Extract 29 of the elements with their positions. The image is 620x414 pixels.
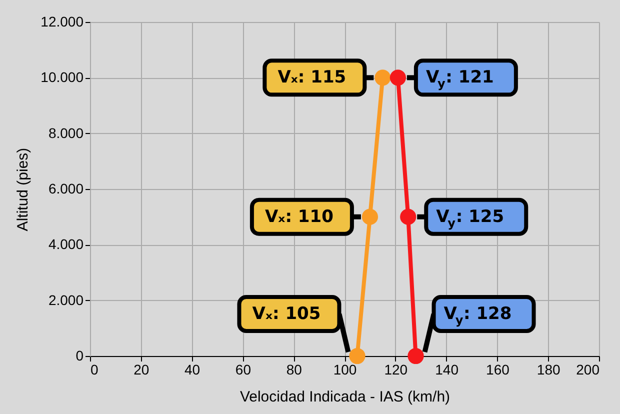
x-tick-label: 40 bbox=[184, 362, 200, 378]
y-tick-label: 0 bbox=[76, 348, 84, 364]
annotation: Vₓ: 115 bbox=[278, 68, 346, 88]
annotation: Vₓ: 105 bbox=[252, 304, 321, 324]
point bbox=[362, 208, 378, 225]
point bbox=[400, 208, 416, 225]
y-tick-label: 4.000 bbox=[48, 236, 84, 252]
x-tick-label: 140 bbox=[435, 362, 459, 378]
point bbox=[390, 70, 406, 86]
y-tick-label: 8.000 bbox=[48, 124, 84, 141]
x-tick-label: 0 bbox=[90, 362, 98, 378]
x-tick-label: 120 bbox=[384, 362, 408, 378]
x-tick-label: 180 bbox=[536, 362, 560, 378]
x-axis-title: Velocidad Indicada - IAS (km/h) bbox=[240, 388, 450, 406]
y-tick-label: 10.000 bbox=[40, 69, 84, 86]
x-tick-label: 200 bbox=[576, 362, 600, 378]
x-tick-label: 80 bbox=[286, 362, 302, 378]
x-tick-label: 20 bbox=[134, 362, 150, 378]
point bbox=[374, 70, 391, 86]
x-tick-label: 160 bbox=[486, 362, 510, 378]
annotation: Vₓ: 110 bbox=[265, 206, 334, 227]
x-tick-label: 60 bbox=[235, 362, 252, 378]
point bbox=[349, 348, 366, 364]
y-tick-label: 6.000 bbox=[48, 180, 84, 196]
x-tick-label: 100 bbox=[333, 362, 357, 378]
y-tick-label: 12.000 bbox=[40, 14, 84, 30]
y-axis-title: Altitud (pies) bbox=[14, 148, 32, 232]
y-tick-label: 2.000 bbox=[48, 292, 84, 308]
point bbox=[408, 348, 424, 364]
